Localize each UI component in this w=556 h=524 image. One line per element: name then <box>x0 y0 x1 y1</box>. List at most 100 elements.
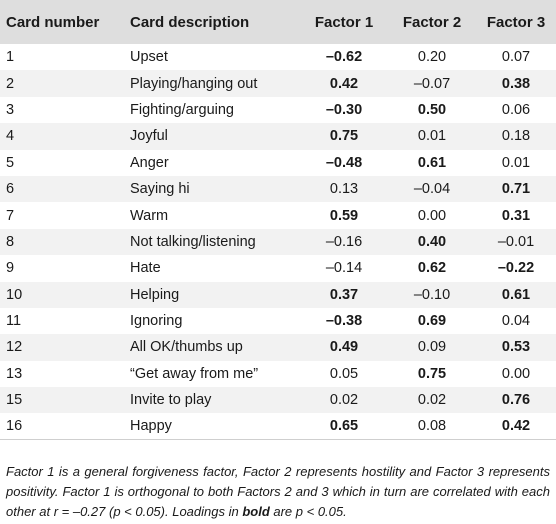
cell-factor-3: 0.76 <box>501 392 531 409</box>
cell-card-number: 3 <box>6 101 15 118</box>
cell-card-number: 5 <box>6 154 15 171</box>
cell-factor-3: 0.04 <box>501 313 531 330</box>
cell-factor-1: –0.48 <box>325 154 363 171</box>
cell-factor-2: 0.01 <box>417 128 447 145</box>
cell-factor-1: 0.75 <box>329 128 359 145</box>
table-row: 16 Happy 0.65 0.08 0.42 <box>0 413 556 441</box>
table-row: 10 Helping 0.37 –0.10 0.61 <box>0 281 556 308</box>
cell-card-number: 9 <box>6 260 15 277</box>
cell-factor-1: –0.16 <box>325 233 363 250</box>
cell-card-number: 13 <box>6 365 23 382</box>
cell-card-number: 1 <box>6 49 15 66</box>
table-row: 12 All OK/thumbs up 0.49 0.09 0.53 <box>0 334 556 361</box>
footnote-text-start: Factor 1 is a general forgiveness factor… <box>6 464 550 519</box>
cell-card-number: 7 <box>6 207 15 224</box>
cell-card-description: Helping <box>130 286 180 303</box>
cell-factor-3: 0.38 <box>501 75 531 92</box>
cell-card-number: 4 <box>6 128 15 145</box>
header-factor-3: Factor 3 <box>486 13 546 31</box>
cell-factor-1: 0.37 <box>329 286 359 303</box>
cell-factor-3: 0.01 <box>501 154 531 171</box>
cell-factor-1: 0.05 <box>329 365 359 382</box>
header-card-number: Card number <box>6 13 100 31</box>
cell-factor-1: 0.59 <box>329 207 359 224</box>
cell-factor-2: 0.62 <box>417 260 447 277</box>
cell-factor-2: 0.20 <box>417 49 447 66</box>
cell-factor-2: 0.02 <box>417 392 447 409</box>
cell-factor-2: 0.61 <box>417 154 447 171</box>
cell-card-description: Anger <box>130 154 169 171</box>
cell-card-description: Hate <box>130 260 161 277</box>
cell-factor-2: 0.75 <box>417 365 447 382</box>
cell-card-description: Happy <box>104 413 300 441</box>
cell-factor-1: 0.65 <box>300 413 388 441</box>
cell-factor-3: –0.22 <box>497 260 535 277</box>
cell-factor-3: –0.01 <box>497 233 535 250</box>
cell-factor-2: 0.40 <box>417 233 447 250</box>
header-factor-2: Factor 2 <box>402 13 462 31</box>
cell-card-description: Joyful <box>130 128 168 145</box>
footnote-text-end: are p < 0.05. <box>269 504 347 519</box>
table-row: 5 Anger –0.48 0.61 0.01 <box>0 149 556 176</box>
cell-card-number: 8 <box>6 233 15 250</box>
header-card-description: Card description <box>130 13 250 31</box>
cell-card-number: 2 <box>6 75 15 92</box>
cell-card-description: Not talking/listening <box>130 233 256 250</box>
cell-factor-3: 0.71 <box>501 181 531 198</box>
cell-factor-3: 0.42 <box>476 413 556 441</box>
cell-card-description: Upset <box>130 49 168 66</box>
table-footnote: Factor 1 is a general forgiveness factor… <box>6 462 550 522</box>
table-body: 1 Upset –0.62 0.20 0.07 2 Playing/hanging out 0… <box>0 44 556 441</box>
table-row: 11 Ignoring –0.38 0.69 0.04 <box>0 307 556 335</box>
table-row: 15 Invite to play 0.02 0.02 0.76 <box>0 387 556 414</box>
table-row: 1 Upset –0.62 0.20 0.07 <box>0 44 556 71</box>
cell-factor-2: –0.10 <box>413 286 451 303</box>
cell-factor-1: –0.38 <box>325 313 363 330</box>
cell-card-description: All OK/thumbs up <box>130 339 243 356</box>
table-row: 13 “Get away from me” 0.05 0.75 0.00 <box>0 360 556 388</box>
table-row: 3 Fighting/arguing –0.30 0.50 0.06 <box>0 96 556 124</box>
cell-card-description: Fighting/arguing <box>130 101 234 118</box>
cell-card-description: Ignoring <box>130 313 183 330</box>
cell-factor-1: –0.14 <box>325 260 363 277</box>
cell-factor-3: 0.06 <box>501 101 531 118</box>
header-factor-1: Factor 1 <box>314 13 374 31</box>
cell-factor-1: 0.42 <box>329 75 359 92</box>
cell-factor-3: 0.00 <box>501 365 531 382</box>
cell-factor-2: –0.04 <box>413 181 451 198</box>
cell-factor-2: 0.50 <box>417 101 447 118</box>
cell-factor-2: –0.07 <box>413 75 451 92</box>
cell-card-description: Playing/hanging out <box>130 75 258 92</box>
factor-loadings-table: Card number Card description Factor 1 Fa… <box>0 0 556 441</box>
cell-card-number: 6 <box>6 181 15 198</box>
header-row: Card number Card description Factor 1 Fa… <box>0 0 556 44</box>
table-row: 8 Not talking/listening –0.16 0.40 –0.01 <box>0 228 556 256</box>
cell-card-number: 15 <box>6 392 23 409</box>
footnote-bold-word: bold <box>242 504 270 519</box>
cell-card-description: Invite to play <box>130 392 212 409</box>
cell-card-description: Saying hi <box>130 181 190 198</box>
table-row: 7 Warm 0.59 0.00 0.31 <box>0 202 556 229</box>
cell-card-description: Warm <box>130 207 169 224</box>
cell-factor-3: 0.18 <box>501 128 531 145</box>
cell-factor-1: 0.02 <box>329 392 359 409</box>
cell-factor-2: 0.09 <box>417 339 447 356</box>
cell-factor-2: 0.08 <box>388 413 476 441</box>
cell-factor-1: –0.62 <box>325 49 363 66</box>
cell-card-number: 16 <box>0 413 104 441</box>
cell-factor-1: 0.49 <box>329 339 359 356</box>
cell-factor-3: 0.31 <box>501 207 531 224</box>
cell-card-number: 10 <box>6 286 23 303</box>
table-row: 6 Saying hi 0.13 –0.04 0.71 <box>0 175 556 203</box>
cell-factor-3: 0.61 <box>501 286 531 303</box>
cell-card-number: 12 <box>6 339 23 356</box>
table-row: 2 Playing/hanging out 0.42 –0.07 0.38 <box>0 70 556 97</box>
cell-card-number: 11 <box>6 313 22 330</box>
cell-factor-3: 0.07 <box>501 49 531 66</box>
cell-factor-3: 0.53 <box>501 339 531 356</box>
cell-factor-2: 0.00 <box>417 207 447 224</box>
cell-factor-1: 0.13 <box>329 181 359 198</box>
table-header: Card number Card description Factor 1 Fa… <box>0 0 556 44</box>
table-row: 4 Joyful 0.75 0.01 0.18 <box>0 123 556 150</box>
